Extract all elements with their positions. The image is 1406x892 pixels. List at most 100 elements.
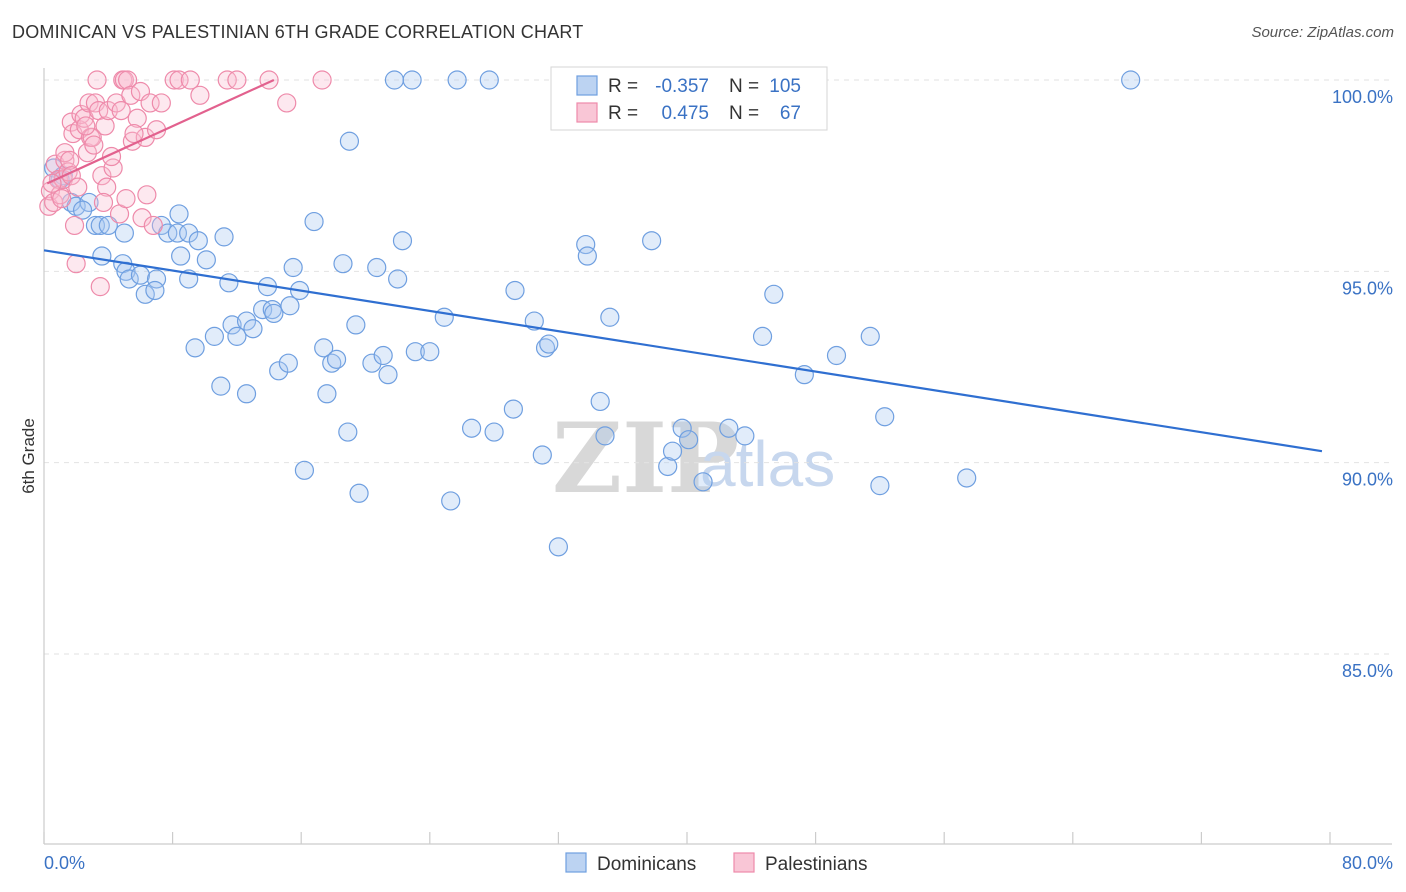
palestinians-point: [227, 70, 247, 90]
dominicans-point: [338, 422, 358, 442]
palestinians-point: [97, 177, 117, 197]
dominicans-point: [870, 476, 890, 496]
palestinians-point: [76, 116, 96, 136]
dominicans-point: [227, 326, 247, 346]
dominicans-point: [130, 265, 151, 285]
dominicans-point: [388, 269, 408, 289]
dominicans-point: [402, 70, 422, 90]
dominicans-point: [362, 353, 382, 373]
dominicans-point: [662, 441, 683, 461]
dominicans-point: [304, 211, 324, 232]
dominicans-point: [151, 215, 171, 236]
dominicans-point: [346, 315, 366, 335]
dominicans-point: [145, 280, 165, 301]
y-axis-label: 6th Grade: [19, 418, 38, 494]
dominicans-point: [92, 246, 112, 266]
dominicans-point: [171, 246, 191, 266]
palestinians-n-value: 67: [780, 103, 801, 124]
dominicans-point: [333, 254, 353, 274]
dominicans-point: [875, 407, 895, 427]
dominicans-point: [384, 70, 405, 90]
dominicans-point: [405, 342, 425, 362]
dominicans-point: [90, 215, 110, 236]
dominicans-point: [420, 342, 440, 362]
dominicans-r-label: R =: [608, 76, 638, 97]
legend-dominicans-swatch: [565, 852, 587, 873]
watermark: ZIP atlas: [552, 402, 835, 515]
x-tick-label-max: 80.0%: [1342, 853, 1393, 873]
dominicans-point: [441, 491, 461, 511]
dominicans-point: [590, 391, 610, 412]
dominicans-point: [503, 399, 523, 419]
dominicans-point: [484, 422, 504, 442]
dominicans-point: [167, 223, 188, 243]
x-tick-label-min: 0.0%: [44, 853, 85, 873]
palestinians-point: [312, 70, 332, 90]
y-tick-label-90: 90.0%: [1342, 470, 1393, 490]
dominicans-r-value: -0.357: [655, 76, 709, 97]
dominicans-point: [119, 269, 139, 289]
dominicans-point: [264, 303, 284, 324]
dominicans-n-value: 105: [769, 76, 801, 97]
dominicans-point: [326, 349, 347, 369]
dominicans-point: [317, 384, 337, 404]
palestinians-point: [111, 101, 131, 121]
dominicans-point: [339, 131, 360, 151]
dominicans-point: [236, 311, 257, 331]
palestinians-point: [143, 215, 163, 236]
palestinians-point: [77, 143, 98, 163]
palestinians-point: [140, 93, 160, 113]
dominicans-point: [269, 361, 289, 381]
dominicans-point: [447, 70, 467, 90]
trend-lines: [43, 78, 1323, 453]
dominicans-point: [98, 215, 118, 236]
dominicans-n-label: N =: [729, 76, 759, 97]
dominicans-point: [577, 246, 597, 266]
palestinians-point: [277, 93, 297, 113]
palestinians-point: [127, 108, 147, 128]
palestinians-n-label: N =: [729, 103, 759, 124]
legend-palestinians-swatch: [733, 852, 755, 873]
palestinians-point: [68, 177, 88, 197]
dominicans-point: [860, 326, 880, 346]
dominicans-point: [548, 537, 569, 557]
dominicans-point: [735, 426, 755, 446]
chart-source: Source: ZipAtlas.com: [1251, 24, 1394, 41]
palestinians-r-value: 0.475: [661, 103, 709, 124]
palestinians-point: [117, 70, 138, 90]
palestinians-point: [60, 150, 80, 170]
y-tick-label-95: 95.0%: [1342, 278, 1393, 298]
watermark-atlas: atlas: [700, 428, 835, 500]
legend-dominicans-label: Dominicans: [597, 854, 696, 875]
palestinians-point: [93, 192, 114, 213]
dominicans-point: [135, 284, 155, 304]
dominicans-point: [505, 280, 525, 301]
dominicans-point: [253, 300, 273, 320]
dominicans-point: [826, 345, 847, 366]
dominicans-point: [349, 483, 369, 503]
dominicans-point: [434, 307, 454, 327]
dominicans-point: [642, 231, 662, 251]
stats-legend: R = -0.357 N = 105 R = 0.475 N = 67: [550, 66, 828, 131]
dominicans-point: [236, 384, 257, 404]
legend-palestinians-label: Palestinians: [765, 854, 867, 875]
dominicans-point: [532, 445, 552, 465]
dominicans-point: [280, 296, 300, 316]
palestinians-r-label: R =: [608, 103, 638, 124]
dominicans-point: [539, 334, 559, 354]
x-ticks: [43, 832, 1331, 844]
palestinians-point: [52, 189, 72, 209]
dominicans-point: [392, 231, 413, 251]
dominicans-point: [752, 326, 773, 346]
dominicans-point: [79, 192, 99, 213]
dominicans-point: [600, 307, 620, 327]
palestinians-point: [169, 70, 189, 90]
palestinians-point: [84, 135, 104, 155]
palestinians-point: [180, 70, 200, 90]
palestinians-point: [151, 93, 171, 113]
dominicans-point: [185, 338, 205, 358]
palestinians-point: [121, 85, 141, 105]
dominicans-point: [294, 460, 315, 480]
palestinians-point: [137, 185, 157, 205]
